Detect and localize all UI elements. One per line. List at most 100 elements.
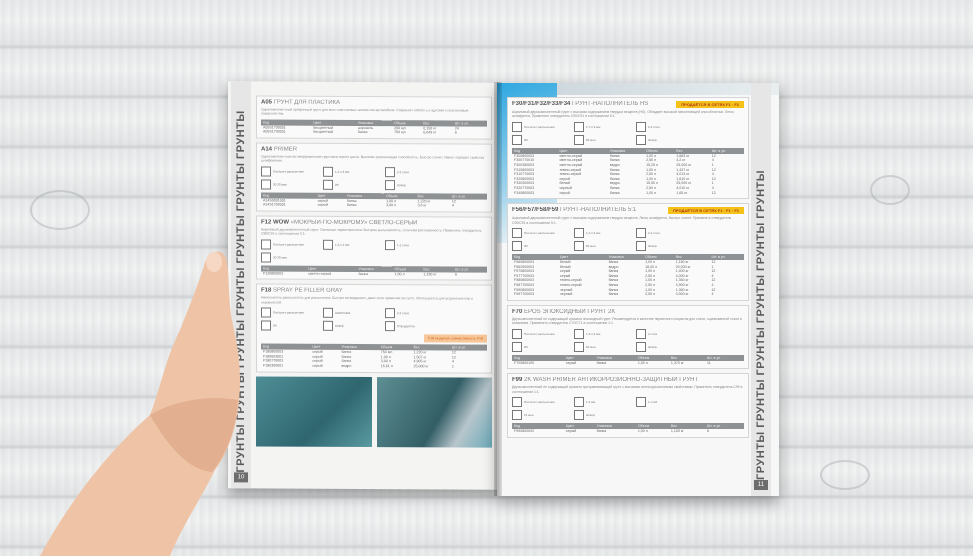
spec-item: 1,4-1,6 мм — [574, 227, 626, 238]
table-cell: F320800003 — [514, 176, 535, 181]
product-title: F99 2K WASH PRIMER АНТИКОРРОЗИОННО-ЗАЩИТ… — [512, 377, 744, 383]
table-cell: 12 — [711, 287, 716, 292]
column-header: Цвет — [557, 253, 607, 260]
header-image — [497, 83, 779, 95]
column-header: Код — [512, 253, 558, 260]
spec-label: 1,4-1,6 мм — [586, 230, 601, 235]
spec-label: 2-3 слоя — [648, 230, 660, 235]
wood-knot — [820, 460, 870, 490]
table-cell: черный — [559, 185, 572, 190]
table-row: F320770003 черный банка 2,50 л 4,010 кг 4 — [512, 186, 744, 191]
table-cell: 25,000 кг — [675, 264, 691, 269]
spec-label: 15 мин — [524, 412, 534, 417]
table-cell: 1,00 л — [646, 190, 657, 195]
table-cell: 1 — [711, 181, 714, 186]
column-header: Код — [512, 422, 564, 429]
spec-icon — [574, 341, 584, 352]
table-cell: F562500003 — [514, 264, 535, 269]
table-cell: черный — [559, 292, 573, 297]
table-cell: банка — [608, 287, 619, 292]
product-table: Код Цвет Упаковка Объем Вес Шт. в уп. F9908000… — [512, 422, 744, 434]
spec-label: ИК — [524, 243, 528, 248]
spec-item: 60 мин — [574, 134, 626, 145]
table-cell: светло-серый — [559, 163, 583, 167]
table-cell: 3,900 кг — [675, 292, 689, 297]
table-cell: 12 — [711, 190, 716, 195]
table-cell: F700800100 — [514, 360, 535, 365]
product-title: F70 EPOS ЭПОКСИДНЫЙ ГРУНТ 2K — [512, 309, 744, 315]
table-cell: 3,900 кг — [675, 282, 689, 287]
table-cell: темно-серый — [559, 167, 582, 172]
spec-icons: Пистолет распыления 1,3-1,6 мм 2 слоя ИК 60 … — [512, 328, 744, 352]
spec-item: Шлиф. — [636, 134, 688, 145]
spec-label: 1,7-1,9 мм — [586, 124, 601, 129]
table-cell: ведро — [609, 163, 620, 167]
column-header: Упаковка — [607, 147, 645, 154]
column-header: Шт. в уп. — [705, 354, 744, 361]
table-cell: 2,50 л — [646, 172, 657, 177]
column-header: Объем — [643, 253, 674, 260]
table-cell: светло-серый — [559, 153, 583, 158]
product-code: F30/F31/F32/F33/F34 — [512, 101, 571, 107]
product-name: 2K WASH PRIMER АНТИКОРРОЗИОННО-ЗАЩИТНЫЙ … — [524, 377, 699, 384]
spec-icon — [636, 121, 646, 132]
product-title: ПРОДАЁТСЯ В СЕТЯХ F1 · F1 F30/F31/F32/F33… — [512, 101, 744, 108]
product-name: ГРУНТ-НАПОЛНИТЕЛЬ HS — [572, 101, 649, 107]
spec-label: 1 слой — [648, 399, 658, 404]
table-cell: F990800002 — [514, 428, 535, 433]
table-cell: 1,00 л — [645, 287, 656, 292]
table-cell: 1,00 л — [637, 360, 648, 365]
spec-icon — [512, 409, 522, 420]
table-cell: 1,00 л — [646, 176, 657, 181]
table-cell: 4 — [711, 158, 714, 163]
table-cell: белый — [559, 264, 571, 269]
column-header: Вес — [668, 354, 706, 361]
spec-label: 60 мин — [586, 137, 596, 142]
table-cell: банка — [609, 167, 620, 172]
spec-label: 1,3-1,6 мм — [586, 331, 601, 336]
product-description: Двухкомпонентный не содержащий хромата э… — [512, 316, 742, 326]
column-header: Объем — [644, 147, 675, 154]
table-cell: ведро — [609, 181, 620, 186]
table-cell: 4,013 кг — [676, 172, 690, 177]
spec-label: 60 мин — [586, 344, 596, 349]
table-cell: темно-серый — [559, 172, 582, 177]
spec-icon — [574, 409, 584, 420]
table-cell: банка — [609, 172, 620, 177]
table-cell: 15,50 л — [646, 181, 659, 186]
table-cell: 1,663 кг — [676, 153, 690, 158]
product-table: Код Цвет Упаковка Объем Вес Шт. в уп. F7008001… — [512, 354, 744, 366]
table-cell: банка — [609, 176, 620, 181]
spec-icon — [574, 227, 584, 238]
spec-label: 1,3 мм — [586, 399, 596, 404]
table-cell: серый — [559, 190, 570, 195]
column-header: Упаковка — [594, 354, 636, 361]
table-row: F310770003 темно-серый банка 2,50 л 4,013 кг… — [512, 172, 744, 177]
column-header: Объем — [635, 422, 669, 429]
table-cell: F340800003 — [514, 190, 535, 195]
wood-knot — [870, 175, 910, 205]
product-code: F70 — [512, 308, 523, 315]
table-cell: 11 — [707, 360, 711, 365]
table-cell: F310800003 — [514, 167, 535, 172]
spec-item: ИК — [512, 341, 564, 352]
table-cell: серый — [565, 360, 577, 365]
product-description: Акриловый двухкомпонентный грунт с высок… — [512, 110, 734, 119]
spec-icons: Пистолет распыления 1,4-1,6 мм 2-3 слоя ИК 6… — [512, 227, 744, 251]
table-cell: 12 — [711, 259, 716, 264]
table-cell: 4,010 кг — [676, 185, 690, 190]
table-cell: F580800003 — [514, 278, 535, 283]
sticker: ПРОДАЁТСЯ В СЕТЯХ F1 · F1 · F1 — [668, 207, 744, 215]
product-code: F99 — [512, 377, 523, 384]
spec-icons: Пистолет распыления 1,7-1,9 мм 2-3 слоя ИК 6… — [512, 121, 744, 145]
table-cell: 15,25 л — [646, 163, 659, 167]
table-row: F560800003 белый банка 1,00 л 1,160 кг 12 — [512, 260, 744, 265]
product-code: F56/F57/F58/F59 — [512, 207, 559, 214]
column-header: Упаковка — [606, 253, 644, 260]
table-cell: 1,00 л — [637, 428, 648, 433]
spec-label: ИК — [524, 344, 528, 349]
table-cell: 2,50 л — [646, 185, 657, 190]
table-cell: 12 — [711, 278, 716, 283]
table-cell: 1,65 кг — [676, 190, 688, 195]
